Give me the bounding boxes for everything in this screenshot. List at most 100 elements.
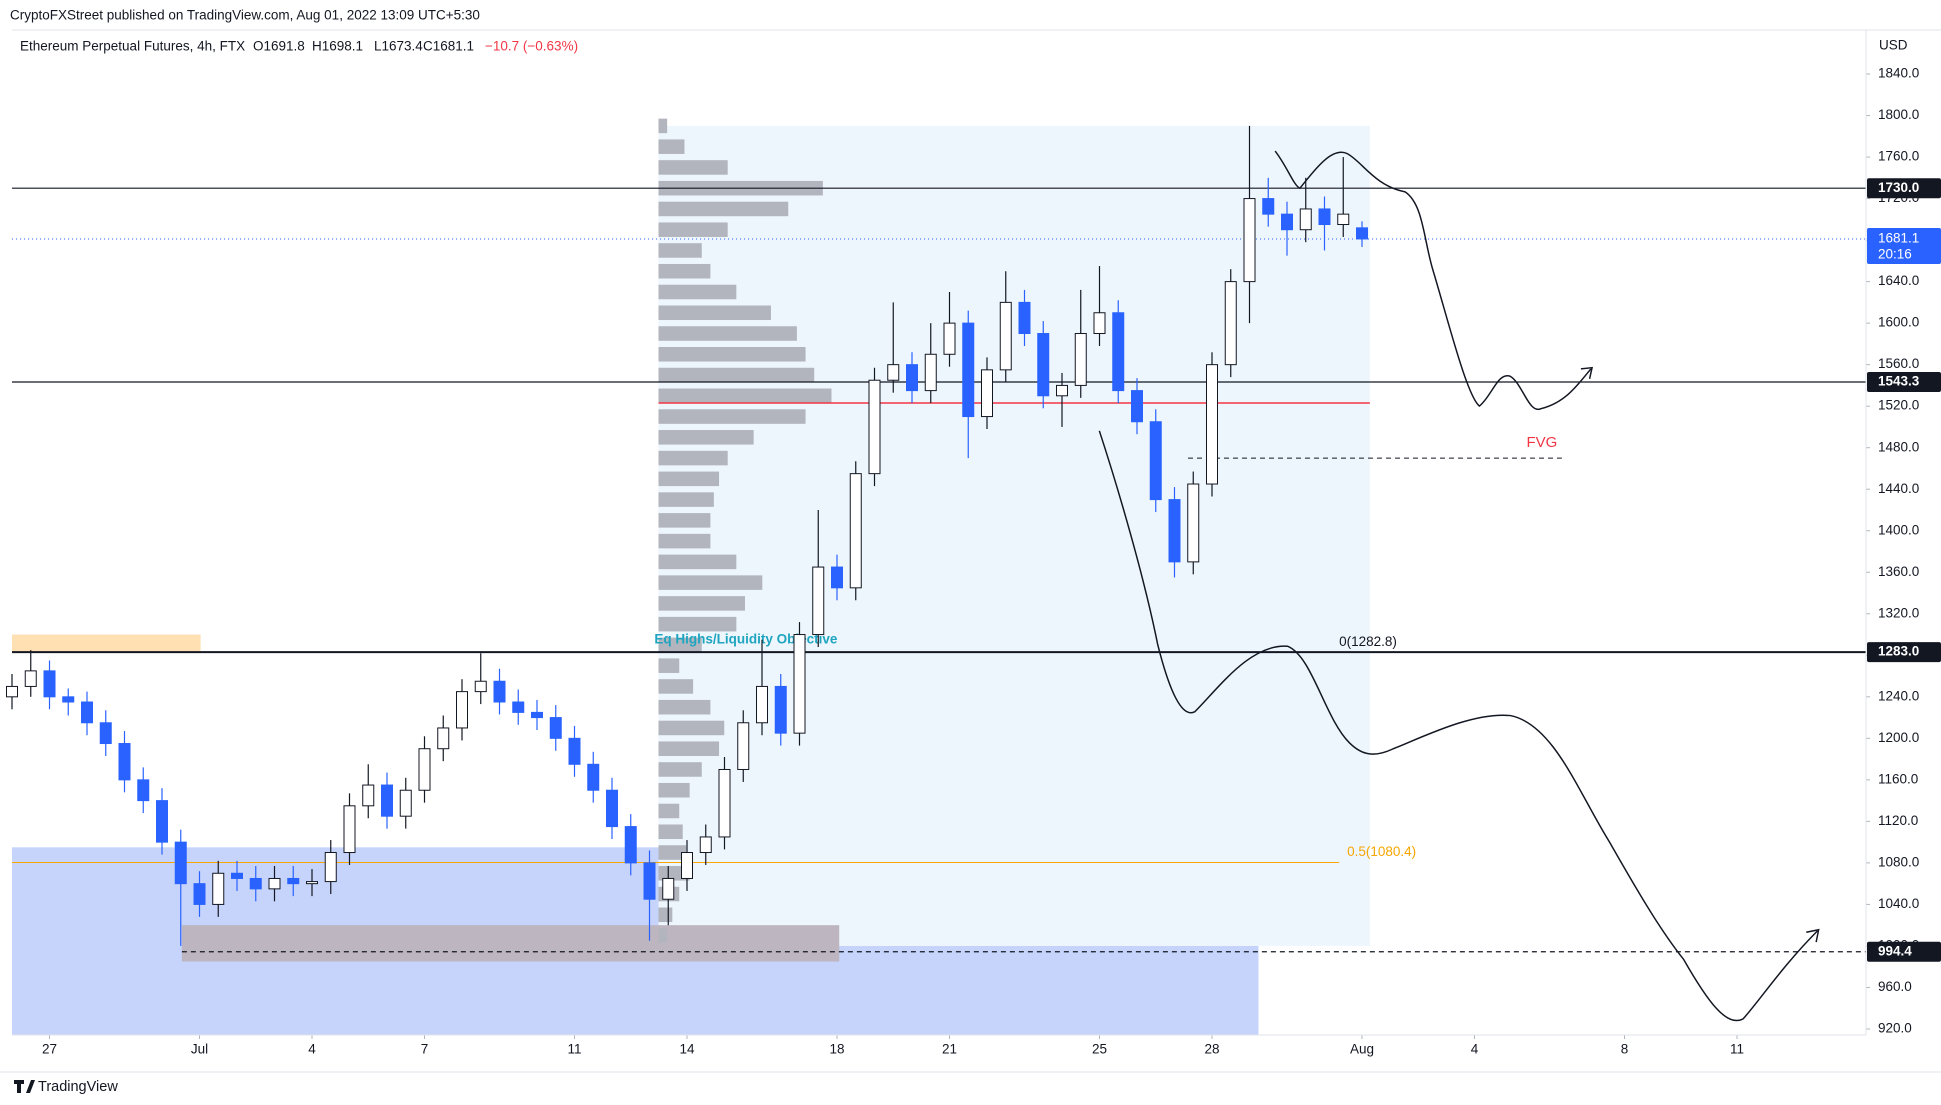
candle-body bbox=[774, 685, 787, 734]
candle-body bbox=[1337, 213, 1350, 226]
fib-label: 0.5(1080.4) bbox=[1347, 844, 1416, 859]
last-price-label: 1681.1 bbox=[1878, 231, 1919, 246]
candle-body bbox=[606, 789, 618, 828]
candle-body bbox=[962, 322, 975, 418]
x-tick-label: 18 bbox=[829, 1042, 844, 1057]
x-tick-label: 25 bbox=[1092, 1042, 1107, 1057]
zone bbox=[658, 125, 1370, 946]
x-tick-label: 27 bbox=[42, 1042, 57, 1057]
candle-body bbox=[549, 717, 562, 739]
candle-body bbox=[287, 877, 300, 885]
candle-body bbox=[1206, 364, 1218, 485]
candle-body bbox=[62, 696, 75, 703]
candle-body bbox=[812, 566, 825, 636]
candle-body bbox=[793, 634, 806, 734]
candle-body bbox=[1056, 384, 1068, 397]
candle-body bbox=[849, 473, 862, 589]
profile-bar bbox=[658, 616, 737, 632]
y-tick-label: 1560.0 bbox=[1878, 356, 1919, 371]
candle-body bbox=[81, 701, 93, 724]
profile-bar bbox=[658, 907, 673, 923]
candle-body bbox=[624, 826, 637, 864]
levels: 0(1282.8) 0.5(1080.4) FVG Eq Highs/Liquidit… bbox=[12, 187, 1866, 953]
x-tick-label: 7 bbox=[421, 1042, 429, 1057]
candle-body bbox=[212, 872, 225, 905]
profile-bar bbox=[658, 305, 771, 321]
profile-bar bbox=[658, 637, 702, 653]
candle-body bbox=[887, 364, 900, 381]
candle-body bbox=[681, 852, 693, 879]
profile-bar bbox=[658, 928, 668, 943]
y-tick-label: 1800.0 bbox=[1878, 107, 1919, 122]
x-tick-label: 14 bbox=[679, 1042, 695, 1057]
price-label: 1283.0 bbox=[1878, 644, 1919, 659]
profile-bar bbox=[658, 658, 680, 673]
candle-body bbox=[906, 364, 918, 392]
projection-path bbox=[1098, 430, 1818, 1022]
candle-body bbox=[662, 877, 675, 900]
y-tick-label: 1480.0 bbox=[1878, 439, 1919, 454]
profile-bar bbox=[658, 367, 815, 383]
candle-body bbox=[924, 353, 937, 392]
candle-body bbox=[24, 670, 37, 687]
fib-label: 0(1282.8) bbox=[1339, 634, 1397, 649]
profile-bar bbox=[658, 388, 832, 404]
candle-body bbox=[456, 691, 468, 729]
candle-body bbox=[737, 722, 750, 770]
profile-bar bbox=[658, 326, 797, 341]
candle-body bbox=[699, 836, 712, 854]
profile-bar bbox=[658, 596, 745, 611]
candle-body bbox=[643, 862, 656, 900]
zone bbox=[12, 634, 201, 653]
y-tick-label: 1080.0 bbox=[1878, 854, 1919, 869]
candle-body bbox=[156, 800, 168, 843]
y-tick-label: 1360.0 bbox=[1878, 564, 1919, 579]
logo[interactable] bbox=[14, 1080, 35, 1093]
candle-body bbox=[1187, 483, 1200, 563]
y-tick-label: 1240.0 bbox=[1878, 688, 1919, 703]
candle-body bbox=[306, 881, 318, 885]
profile-bar bbox=[658, 450, 728, 466]
profile-bar bbox=[658, 575, 763, 590]
y-tick-label: 960.0 bbox=[1878, 979, 1912, 994]
symbol-title: Ethereum Perpetual Futures, 4h, FTX bbox=[20, 39, 245, 54]
y-tick-label: 1040.0 bbox=[1878, 896, 1919, 911]
profile-bar bbox=[658, 699, 711, 715]
profile-bar bbox=[658, 845, 687, 860]
annotation: Eq Highs/Liquidity Objective bbox=[654, 632, 838, 647]
candle-body bbox=[512, 701, 525, 713]
candle-body bbox=[268, 877, 281, 890]
ohlc-close: C1681.1 bbox=[423, 39, 474, 54]
profile-bar bbox=[658, 492, 714, 507]
candle-body bbox=[231, 872, 243, 879]
price-label-box bbox=[1867, 371, 1941, 392]
candle-body bbox=[1093, 312, 1106, 335]
candle-body bbox=[193, 883, 206, 905]
candle-body bbox=[1262, 198, 1275, 215]
y-tick-label: 1400.0 bbox=[1878, 522, 1919, 537]
currency: USD bbox=[1879, 38, 1908, 53]
candle-body bbox=[437, 727, 450, 750]
arrow-head bbox=[1580, 366, 1594, 379]
candle-body bbox=[343, 805, 356, 854]
y-tick-label: 1520.0 bbox=[1878, 398, 1919, 413]
candle-body bbox=[474, 680, 487, 693]
ohlc-change: −10.7 (−0.63%) bbox=[485, 39, 578, 54]
profile-bar bbox=[658, 679, 694, 694]
profile-bar bbox=[658, 554, 737, 570]
profile-bar bbox=[658, 533, 711, 549]
arrow-head bbox=[1806, 928, 1820, 943]
fvg-label: FVG bbox=[1526, 434, 1557, 451]
footer-brand[interactable]: TradingView bbox=[38, 1079, 118, 1095]
ohlc-open: O1691.8 bbox=[253, 39, 305, 54]
publisher: CryptoFXStreet published on TradingView.… bbox=[10, 8, 480, 23]
candle-body bbox=[1299, 208, 1312, 231]
candle-body bbox=[99, 722, 112, 745]
candle-body bbox=[1168, 499, 1181, 563]
profile-bar bbox=[658, 201, 789, 217]
candle-body bbox=[1112, 312, 1125, 392]
candle-body bbox=[868, 379, 881, 475]
profile-bar bbox=[658, 513, 711, 528]
candle-body bbox=[1281, 213, 1293, 231]
